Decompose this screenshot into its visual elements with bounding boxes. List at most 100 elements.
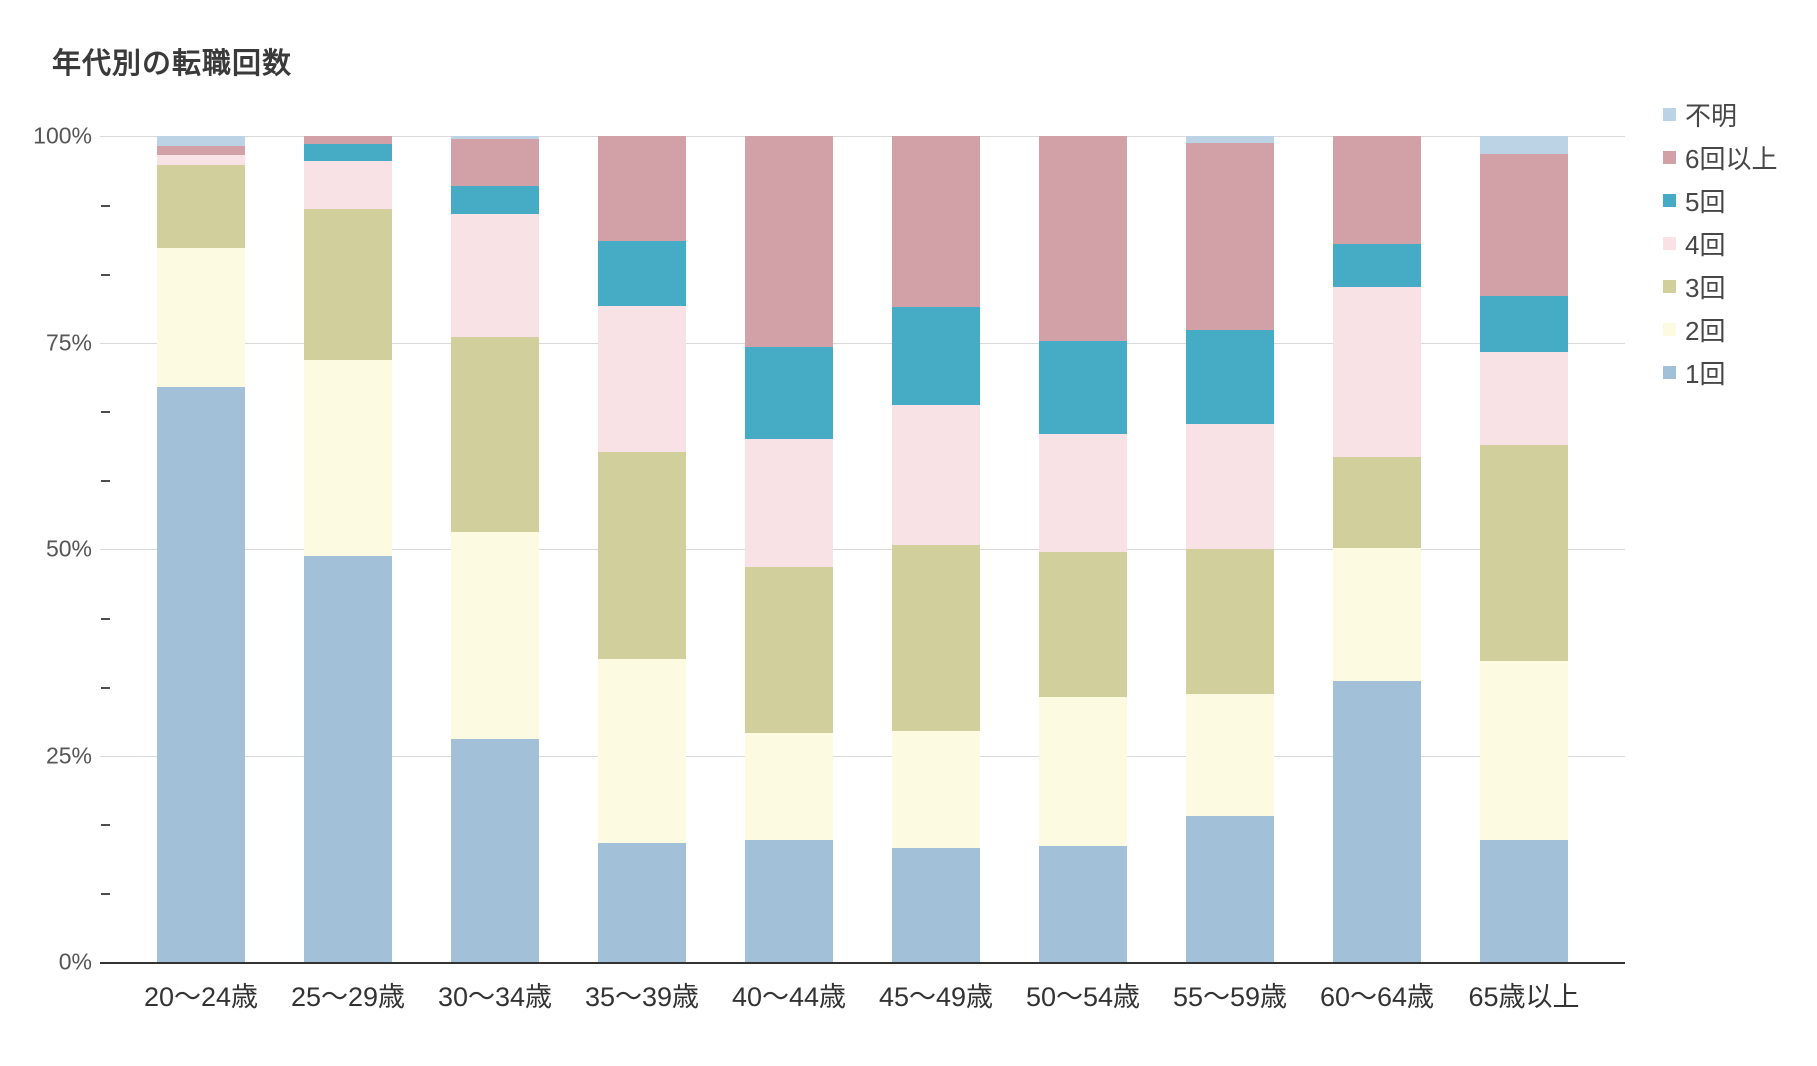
segment-30〜34歳-5回[interactable]	[451, 185, 539, 214]
legend-label: 4回	[1685, 229, 1726, 260]
segment-60〜64歳-5回[interactable]	[1333, 244, 1421, 288]
segment-60〜64歳-6回以上[interactable]	[1333, 136, 1421, 245]
x-axis-label-40〜44歳: 40〜44歳	[731, 982, 847, 1012]
x-axis-label-35〜39歳: 35〜39歳	[584, 982, 700, 1012]
bar-35〜39歳	[598, 136, 686, 962]
segment-60〜64歳-2回[interactable]	[1333, 548, 1421, 682]
segment-35〜39歳-2回[interactable]	[598, 658, 686, 844]
segment-40〜44歳-2回[interactable]	[745, 733, 833, 840]
segment-50〜54歳-1回[interactable]	[1039, 846, 1127, 962]
segment-60〜64歳-3回[interactable]	[1333, 457, 1421, 549]
legend-item-2回[interactable]: 2回	[1663, 316, 1777, 346]
segment-65歳以上-4回[interactable]	[1480, 351, 1568, 445]
segment-50〜54歳-6回以上[interactable]	[1039, 136, 1127, 341]
segment-45〜49歳-3回[interactable]	[892, 544, 980, 731]
segment-65歳以上-2回[interactable]	[1480, 660, 1568, 840]
segment-55〜59歳-3回[interactable]	[1186, 549, 1274, 695]
legend-label: 2回	[1685, 315, 1726, 346]
legend-item-3回[interactable]: 3回	[1663, 273, 1777, 303]
bar-50〜54歳	[1039, 136, 1127, 962]
segment-45〜49歳-6回以上[interactable]	[892, 136, 980, 308]
plot-area	[100, 136, 1625, 964]
segment-60〜64歳-1回[interactable]	[1333, 681, 1421, 962]
y-axis-label-25: 25%	[45, 742, 92, 768]
legend-item-1回[interactable]: 1回	[1663, 359, 1777, 389]
segment-60〜64歳-4回[interactable]	[1333, 287, 1421, 458]
legend-item-5回[interactable]: 5回	[1663, 187, 1777, 217]
segment-35〜39歳-6回以上[interactable]	[598, 136, 686, 241]
segment-30〜34歳-3回[interactable]	[451, 336, 539, 532]
segment-20〜24歳-1回[interactable]	[157, 387, 245, 962]
bar-20〜24歳	[157, 136, 245, 962]
segment-65歳以上-6回以上[interactable]	[1480, 154, 1568, 297]
y-axis-label-75: 75%	[45, 329, 92, 355]
segment-45〜49歳-2回[interactable]	[892, 730, 980, 849]
segment-35〜39歳-4回[interactable]	[598, 306, 686, 453]
segment-65歳以上-3回[interactable]	[1480, 444, 1568, 661]
segment-50〜54歳-3回[interactable]	[1039, 552, 1127, 697]
gridline-25	[100, 755, 1625, 757]
segment-25〜29歳-4回[interactable]	[304, 160, 392, 209]
segment-65歳以上-不明[interactable]	[1480, 136, 1568, 155]
segment-65歳以上-5回[interactable]	[1480, 296, 1568, 352]
segment-30〜34歳-4回[interactable]	[451, 213, 539, 337]
segment-50〜54歳-5回[interactable]	[1039, 340, 1127, 435]
segment-55〜59歳-1回[interactable]	[1186, 815, 1274, 962]
segment-55〜59歳-6回以上[interactable]	[1186, 142, 1274, 331]
segment-30〜34歳-6回以上[interactable]	[451, 138, 539, 186]
segment-45〜49歳-5回[interactable]	[892, 307, 980, 406]
segment-40〜44歳-3回[interactable]	[745, 567, 833, 734]
y-axis-minor-tick	[101, 411, 110, 414]
segment-25〜29歳-5回[interactable]	[304, 144, 392, 161]
bar-60〜64歳	[1333, 136, 1421, 962]
segment-25〜29歳-3回[interactable]	[304, 208, 392, 360]
segment-25〜29歳-1回[interactable]	[304, 555, 392, 962]
segment-20〜24歳-2回[interactable]	[157, 247, 245, 388]
bar-65歳以上	[1480, 136, 1568, 962]
legend-swatch-icon	[1663, 107, 1676, 121]
segment-35〜39歳-5回[interactable]	[598, 240, 686, 307]
x-axis-label-60〜64歳: 60〜64歳	[1319, 982, 1435, 1012]
segment-55〜59歳-5回[interactable]	[1186, 330, 1274, 425]
segment-25〜29歳-6回以上[interactable]	[304, 136, 392, 145]
gridline-50	[100, 549, 1625, 550]
legend-swatch-icon	[1663, 193, 1676, 207]
bar-45〜49歳	[892, 136, 980, 962]
segment-50〜54歳-2回[interactable]	[1039, 696, 1127, 847]
segment-20〜24歳-4回[interactable]	[157, 155, 245, 165]
legend-item-4回[interactable]: 4回	[1663, 230, 1777, 260]
segment-40〜44歳-1回[interactable]	[745, 839, 833, 962]
segment-25〜29歳-2回[interactable]	[304, 359, 392, 556]
segment-20〜24歳-6回以上[interactable]	[157, 145, 245, 156]
x-axis-label-50〜54歳: 50〜54歳	[1025, 982, 1141, 1012]
segment-50〜54歳-4回[interactable]	[1039, 434, 1127, 553]
segment-55〜59歳-不明[interactable]	[1186, 136, 1274, 143]
segment-40〜44歳-6回以上[interactable]	[745, 136, 833, 347]
legend: 不明 6回以上 5回 4回 3回 2回 1回	[1663, 101, 1777, 402]
legend-label: 6回以上	[1685, 143, 1778, 174]
x-axis-label-45〜49歳: 45〜49歳	[878, 982, 994, 1012]
legend-item-6回以上[interactable]: 6回以上	[1663, 144, 1777, 174]
segment-55〜59歳-4回[interactable]	[1186, 424, 1274, 550]
segment-20〜24歳-3回[interactable]	[157, 164, 245, 248]
segment-35〜39歳-3回[interactable]	[598, 452, 686, 659]
gridline-100	[100, 136, 1625, 137]
segment-40〜44歳-5回[interactable]	[745, 346, 833, 440]
legend-item-不明[interactable]: 不明	[1663, 101, 1777, 131]
segment-45〜49歳-1回[interactable]	[892, 848, 980, 962]
y-axis-minor-tick	[101, 204, 110, 207]
x-axis-label-55〜59歳: 55〜59歳	[1172, 982, 1288, 1012]
segment-55〜59歳-2回[interactable]	[1186, 694, 1274, 816]
segment-30〜34歳-不明[interactable]	[451, 136, 539, 139]
y-axis-minor-tick	[101, 480, 110, 483]
segment-40〜44歳-4回[interactable]	[745, 439, 833, 568]
segment-45〜49歳-4回[interactable]	[892, 405, 980, 545]
segment-30〜34歳-1回[interactable]	[451, 738, 539, 962]
gridline-75	[100, 342, 1625, 344]
segment-20〜24歳-不明[interactable]	[157, 136, 245, 146]
segment-30〜34歳-2回[interactable]	[451, 531, 539, 739]
y-axis-label-0: 0%	[58, 948, 92, 975]
segment-35〜39歳-1回[interactable]	[598, 843, 686, 962]
segment-65歳以上-1回[interactable]	[1480, 839, 1568, 962]
